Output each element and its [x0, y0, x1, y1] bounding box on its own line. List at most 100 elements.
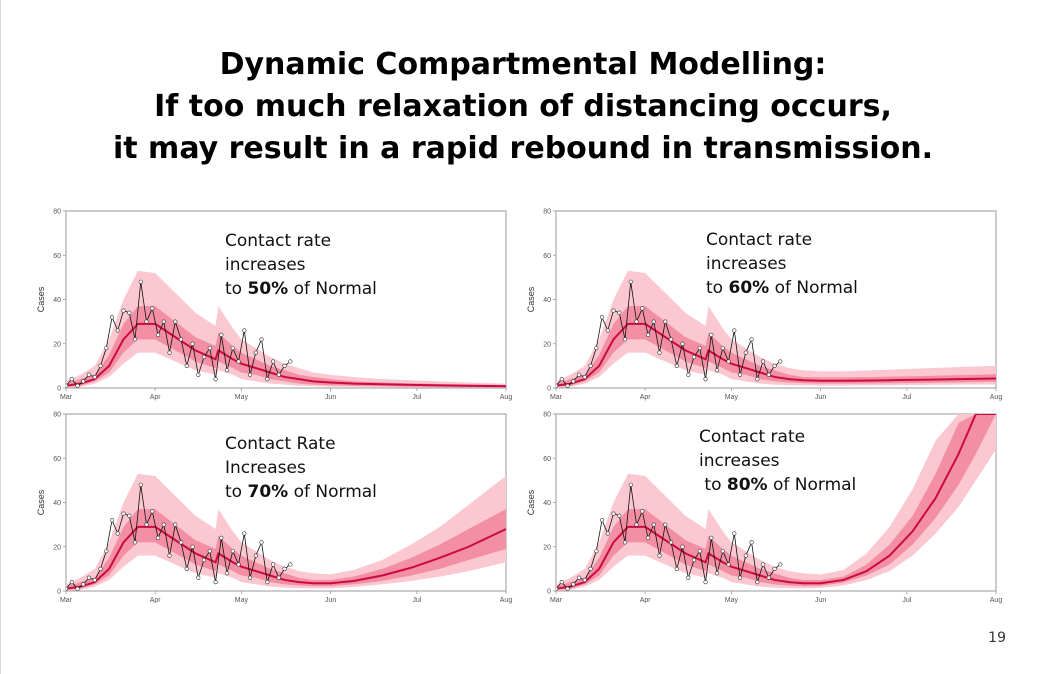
plot-content	[66, 473, 506, 591]
observed-point	[161, 319, 166, 324]
observed-point	[680, 341, 685, 346]
observed-point	[115, 328, 120, 333]
observed-point	[576, 575, 582, 580]
observed-point	[743, 350, 748, 355]
observed-point	[201, 354, 207, 360]
observed-point	[599, 518, 605, 523]
annotation-prefix: to	[706, 278, 729, 298]
chart-panel-50-percent: 0 20 40 60 80 Mar Apr May Jun Jul Aug Cases Contact…	[32, 208, 512, 408]
left-border-rule	[0, 0, 1, 674]
x-tick-label: Jul	[412, 597, 421, 604]
observed-point	[691, 354, 697, 360]
observed-point	[691, 557, 697, 563]
observed-point	[743, 553, 748, 558]
x-tick-label: Mar	[60, 394, 73, 401]
observed-point	[242, 531, 247, 536]
observed-point	[276, 372, 281, 377]
observed-point	[69, 580, 74, 585]
observed-point	[282, 363, 287, 368]
observed-point	[207, 549, 212, 554]
x-tick-label: Jun	[325, 597, 336, 604]
observed-point	[144, 319, 149, 324]
observed-point	[167, 350, 172, 355]
x-tick-label: May	[725, 394, 739, 401]
title-line-2: If too much relaxation of distancing occ…	[154, 89, 892, 124]
observed-point	[184, 566, 189, 571]
x-tick-label: Mar	[550, 597, 563, 604]
observed-point	[104, 346, 109, 351]
observed-point	[230, 346, 235, 351]
observed-point	[628, 279, 633, 284]
inner-uncertainty-band	[556, 306, 996, 387]
annotation-suffix: of Normal	[769, 278, 858, 298]
observed-point	[778, 562, 783, 567]
y-tick-label: 20	[543, 341, 551, 348]
observed-point	[571, 379, 576, 384]
annotation-suffix: of Normal	[767, 475, 857, 495]
observed-point	[634, 522, 639, 527]
observed-point	[66, 383, 69, 388]
annotation-line-2: increases	[706, 254, 787, 274]
y-tick-label: 0	[57, 589, 61, 596]
observed-point	[760, 562, 766, 567]
observed-point	[588, 363, 593, 368]
observed-point	[138, 482, 143, 487]
outer-uncertainty-band	[556, 270, 996, 388]
observed-point	[75, 586, 80, 591]
observed-point	[611, 511, 616, 516]
observed-point	[69, 377, 74, 382]
observed-point	[628, 482, 633, 487]
y-tick-label: 60	[53, 253, 61, 260]
observed-point	[755, 377, 760, 382]
observed-point	[651, 522, 656, 527]
plot-content	[556, 270, 996, 388]
annotation-line-1: Contact rate	[225, 231, 332, 251]
observed-point	[127, 513, 132, 518]
x-tick-label: Apr	[150, 597, 162, 604]
observed-point	[749, 337, 754, 342]
observed-point	[121, 511, 126, 516]
observed-point	[86, 575, 92, 580]
observed-point	[732, 328, 737, 333]
x-tick-label: Mar	[550, 394, 563, 401]
observed-point	[270, 562, 276, 567]
observed-point	[253, 350, 258, 355]
observed-point	[582, 577, 587, 583]
annotation-prefix: to	[225, 279, 248, 299]
annotation-percent: 70%	[247, 482, 289, 502]
observed-point	[766, 575, 771, 580]
inner-uncertainty-band	[556, 414, 996, 590]
observed-point	[173, 522, 178, 527]
annotation-suffix: of Normal	[288, 482, 377, 502]
observed-point	[230, 549, 235, 554]
x-tick-label: May	[235, 597, 249, 604]
observed-point	[109, 518, 115, 523]
y-tick-label: 0	[547, 589, 551, 596]
annotation-line-1: Contact Rate	[225, 434, 336, 454]
y-tick-label: 40	[543, 500, 551, 507]
observed-point	[686, 372, 691, 377]
x-tick-label: Aug	[990, 597, 1003, 604]
observed-point	[556, 586, 559, 591]
median-line	[556, 322, 996, 387]
x-tick-label: Apr	[640, 394, 652, 401]
page-number: 19	[988, 630, 1006, 646]
observed-point	[196, 575, 201, 580]
y-tick-label: 60	[53, 456, 61, 463]
observed-point	[680, 544, 685, 549]
x-tick-label: Jun	[325, 394, 336, 401]
observed-point	[726, 359, 731, 364]
x-tick-label: May	[725, 597, 739, 604]
chart-svg: 0 20 40 60 80 Mar Apr May Jun Jul Aug Cases	[36, 412, 512, 605]
y-tick-label: 40	[53, 500, 61, 507]
observed-point	[772, 363, 777, 368]
observed-line	[556, 484, 781, 590]
observed-point	[247, 575, 253, 580]
chart-annotation: Contact rate increases to 80% of Normal	[699, 425, 856, 497]
observed-point	[184, 363, 189, 368]
observed-point	[132, 337, 138, 342]
observed-point	[173, 319, 178, 324]
observed-point	[288, 359, 293, 364]
observed-point	[559, 377, 564, 382]
observed-point	[749, 540, 754, 545]
